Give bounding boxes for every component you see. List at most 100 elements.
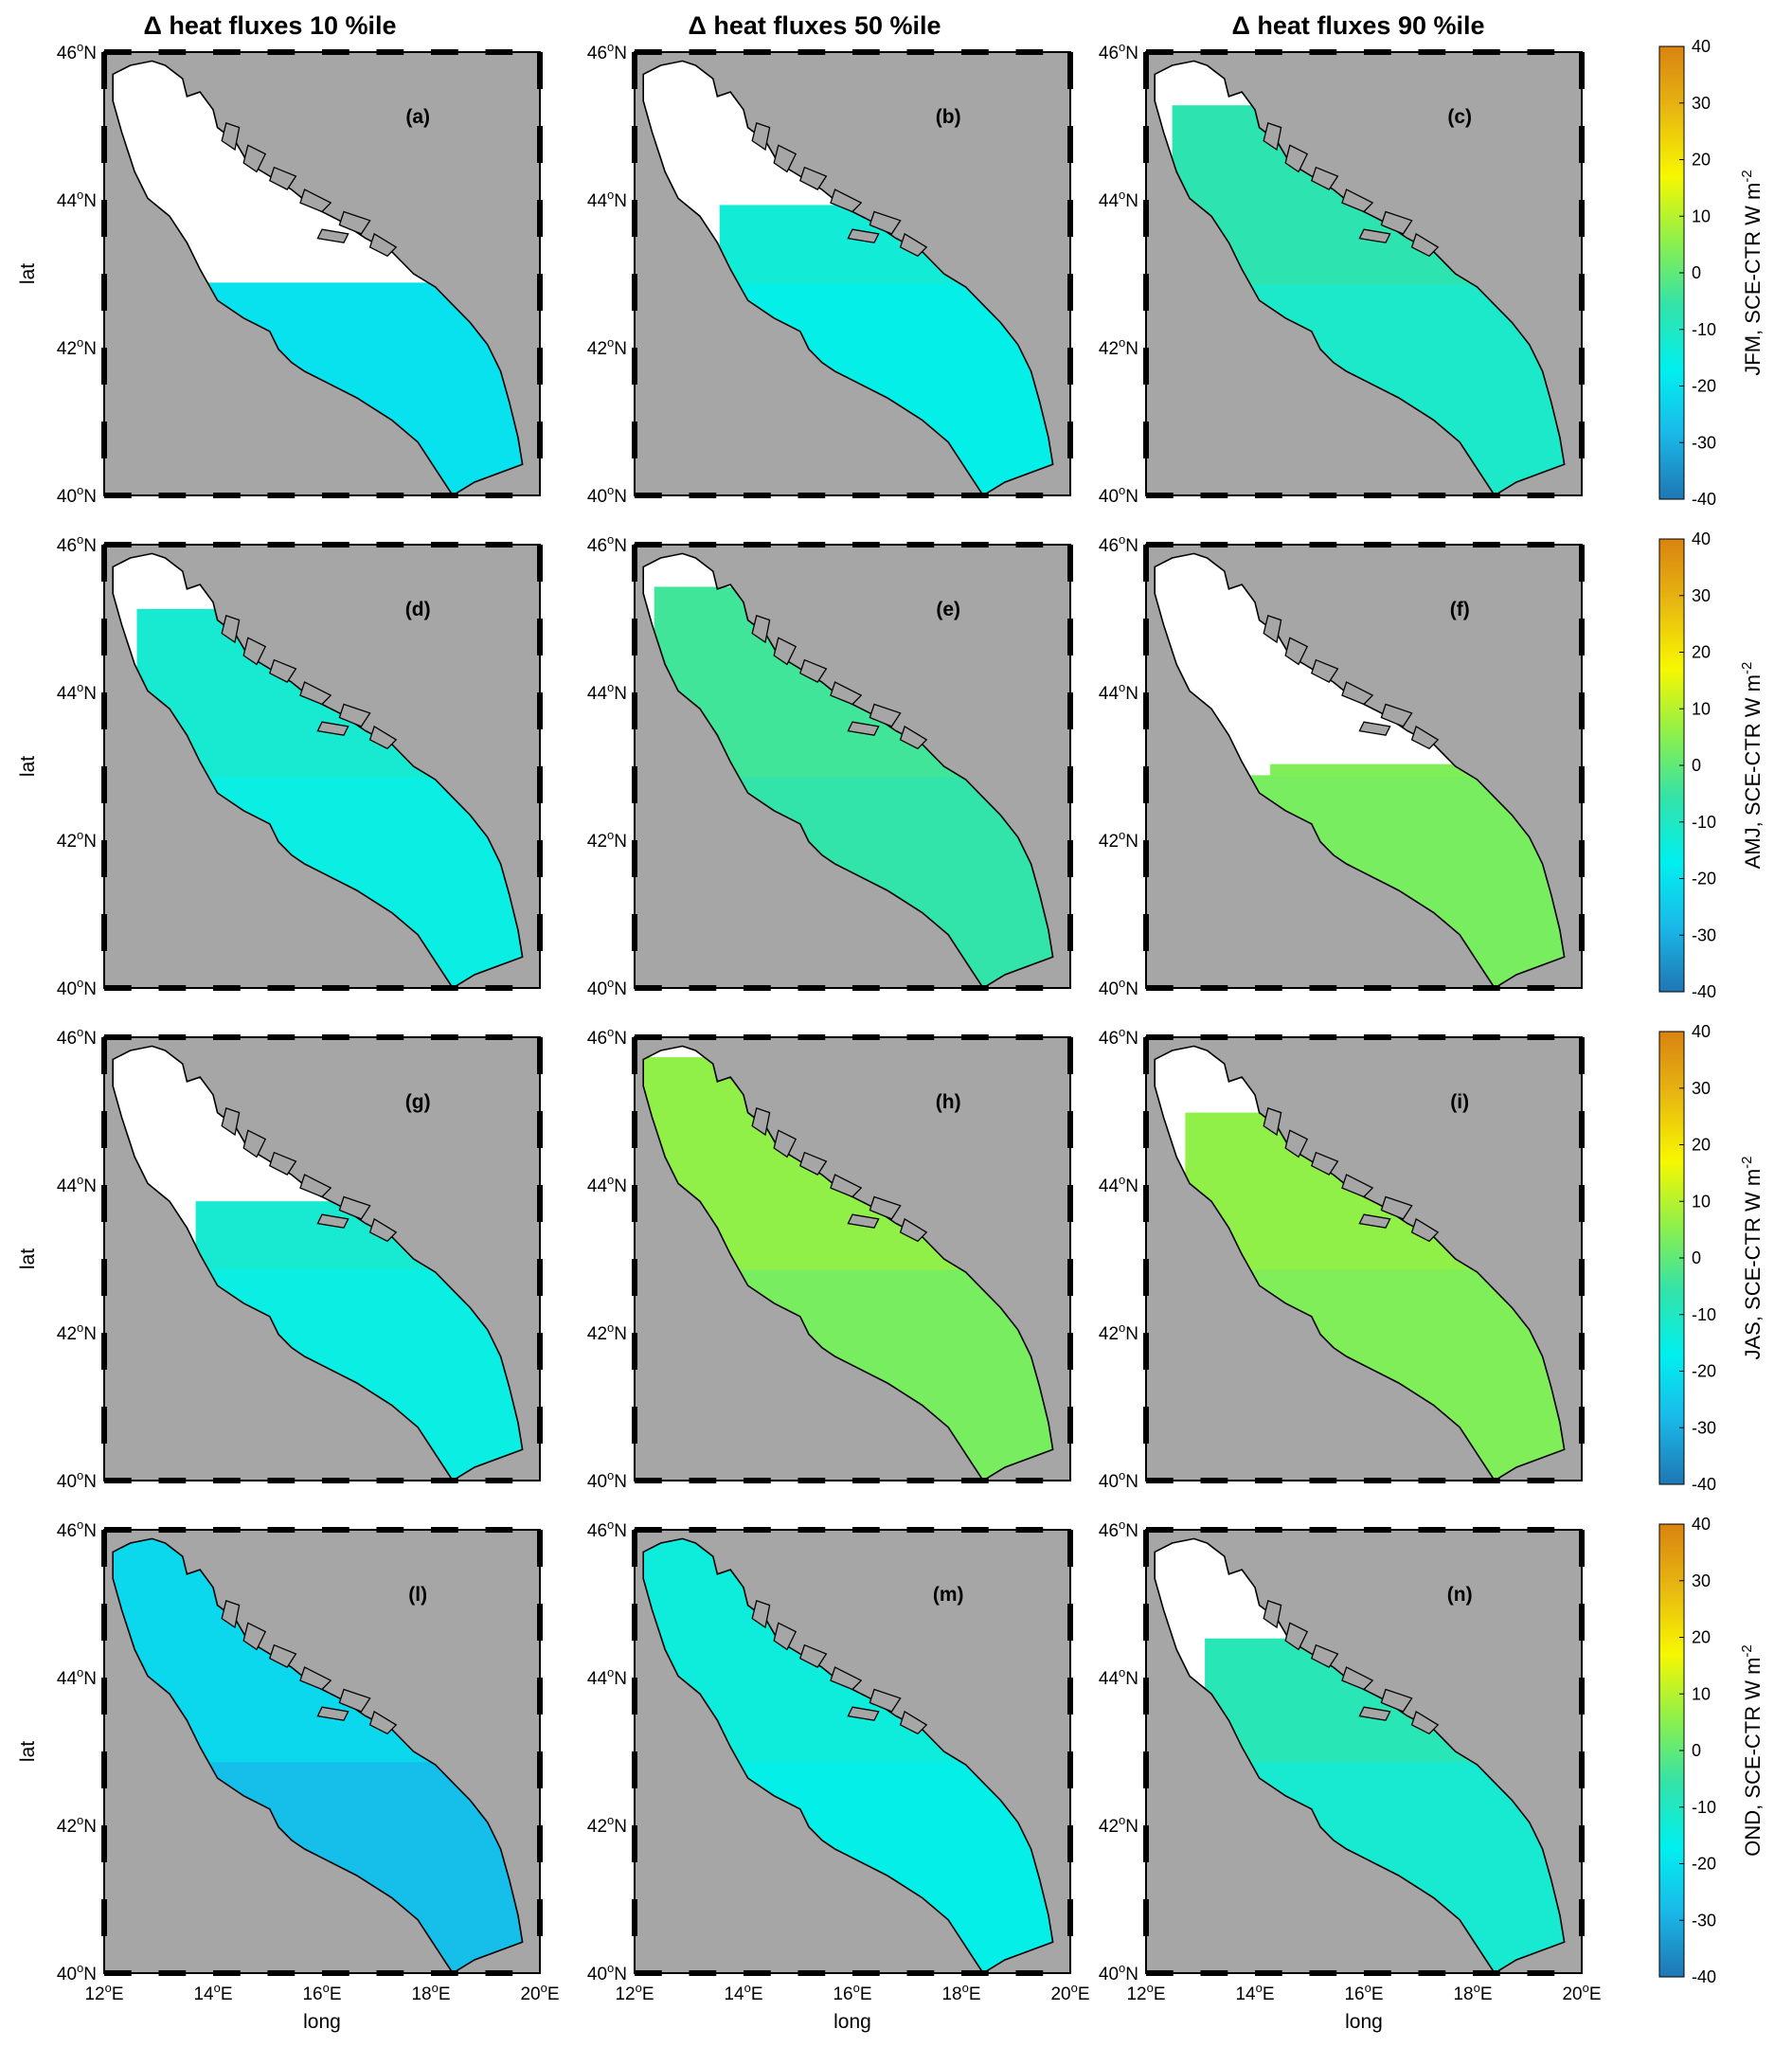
island xyxy=(899,725,928,750)
map-panel-e: (e) 46oN 44oN 42oN 40oN xyxy=(587,532,1073,999)
island xyxy=(1263,1600,1282,1629)
frame-tick-top xyxy=(322,1034,349,1040)
frame-tick-bottom xyxy=(906,1970,935,1976)
lat-tick-label: 42oN xyxy=(57,335,97,359)
frame-tick-bottom xyxy=(1473,493,1500,498)
map-panel-h: (h) 46oN 44oN 42oN 40oN xyxy=(587,1025,1073,1492)
column-title-10: Δ heat fluxes 10 %ile xyxy=(143,11,396,40)
lat-tick-label: 42oN xyxy=(1099,828,1138,852)
frame-tick-bottom xyxy=(431,1970,458,1976)
frame-tick-right xyxy=(537,1111,543,1148)
frame-tick-bottom xyxy=(104,493,132,498)
frame-tick-bottom xyxy=(322,985,349,991)
frame-tick-bottom xyxy=(744,1970,771,1976)
frame-tick-bottom xyxy=(322,1970,349,1976)
lat-tick-label: 42oN xyxy=(587,335,627,359)
colorbar-tick-label: -40 xyxy=(1692,1475,1716,1494)
panel-label: (c) xyxy=(1447,106,1472,128)
frame-tick-bottom xyxy=(1527,1478,1555,1483)
frame-tick-left xyxy=(101,545,107,582)
panel-label: (f) xyxy=(1450,599,1470,620)
lat-tick-label: 46oN xyxy=(57,1517,97,1541)
frame-tick-right xyxy=(1579,1333,1585,1370)
island xyxy=(269,658,297,683)
panel-label: (d) xyxy=(405,599,431,620)
frame-tick-right xyxy=(1067,1111,1073,1148)
xlabel: long xyxy=(303,2011,341,2033)
frame-tick-right xyxy=(537,348,543,385)
frame-tick-top xyxy=(1309,1527,1337,1533)
island xyxy=(338,210,371,235)
lat-tick-label: 46oN xyxy=(57,40,97,63)
frame-tick-right xyxy=(1067,766,1073,803)
frame-tick-left xyxy=(632,692,637,729)
frame-tick-left xyxy=(101,1037,107,1074)
island xyxy=(1380,1688,1413,1713)
frame-tick-right xyxy=(1579,422,1585,458)
frame-tick-left xyxy=(101,840,107,877)
panel-label: (a) xyxy=(405,106,430,128)
frame-tick-left xyxy=(632,1530,637,1567)
frame-tick-bottom xyxy=(1527,493,1555,498)
frame-tick-bottom xyxy=(213,493,241,498)
frame-tick-bottom xyxy=(1255,985,1282,991)
frame-tick-top xyxy=(1200,1527,1228,1533)
colorbar-tick-label: -30 xyxy=(1692,433,1716,452)
frame-tick-right xyxy=(537,200,543,237)
frame-tick-left xyxy=(632,1259,637,1296)
island xyxy=(1263,615,1282,644)
frame-tick-right xyxy=(1067,422,1073,458)
frame-tick-bottom xyxy=(961,1970,989,1976)
island xyxy=(338,1688,371,1713)
colorbar-label: JAS, SCE-CTR W m-2 xyxy=(1739,1156,1765,1359)
frame-tick-top xyxy=(1364,49,1391,55)
frame-tick-right xyxy=(1579,1530,1585,1567)
frame-tick-left xyxy=(1143,1111,1149,1148)
frame-tick-right xyxy=(1067,1751,1073,1788)
panel-label: (n) xyxy=(1447,1584,1473,1606)
map-panel-c: (c) 46oN 44oN 42oN 40oN xyxy=(1099,40,1585,507)
island xyxy=(1284,637,1309,666)
frame-tick-left xyxy=(101,1111,107,1148)
colorbar-tick-label: 40 xyxy=(1692,530,1711,548)
frame-tick-top xyxy=(852,49,880,55)
frame-tick-bottom xyxy=(797,1970,826,1976)
frame-tick-bottom xyxy=(158,1970,187,1976)
frame-tick-bottom xyxy=(376,1970,404,1976)
frame-tick-top xyxy=(1146,1034,1174,1040)
frame-tick-bottom xyxy=(104,1970,132,1976)
frame-tick-top xyxy=(744,49,771,55)
frame-tick-top xyxy=(797,1034,826,1040)
frame-tick-right xyxy=(1579,1899,1585,1936)
frame-tick-top xyxy=(1527,1527,1555,1533)
frame-tick-bottom xyxy=(213,1478,241,1483)
frame-tick-right xyxy=(537,274,543,311)
frame-tick-bottom xyxy=(267,493,296,498)
island xyxy=(242,637,267,666)
ylabel: lat xyxy=(17,263,39,284)
lat-tick-label: 44oN xyxy=(57,1173,97,1196)
frame-tick-top xyxy=(635,542,662,548)
frame-tick-bottom xyxy=(1309,1478,1337,1483)
frame-tick-top xyxy=(431,542,458,548)
island xyxy=(1311,658,1339,683)
frame-tick-top xyxy=(1015,542,1044,548)
frame-tick-top xyxy=(485,1034,513,1040)
frame-tick-top xyxy=(961,542,989,548)
frame-tick-left xyxy=(1143,52,1149,89)
colorbar-tick-label: 10 xyxy=(1692,1192,1711,1211)
panel-label: (b) xyxy=(936,106,961,128)
frame-tick-right xyxy=(1579,200,1585,237)
island xyxy=(316,1706,349,1721)
lon-tick-label: 18oE xyxy=(1453,1981,1492,2004)
island xyxy=(1263,122,1282,152)
frame-tick-top xyxy=(1146,1527,1174,1533)
frame-tick-left xyxy=(101,1259,107,1296)
lat-tick-label: 40oN xyxy=(1099,976,1138,999)
colorbar-tick-label: -40 xyxy=(1692,982,1716,1001)
frame-tick-right xyxy=(1579,1678,1585,1715)
colorbar-tick-label: 30 xyxy=(1692,1571,1711,1590)
map-panel-i: (i) 46oN 44oN 42oN 40oN xyxy=(1099,1025,1585,1492)
frame-tick-bottom xyxy=(1200,493,1228,498)
